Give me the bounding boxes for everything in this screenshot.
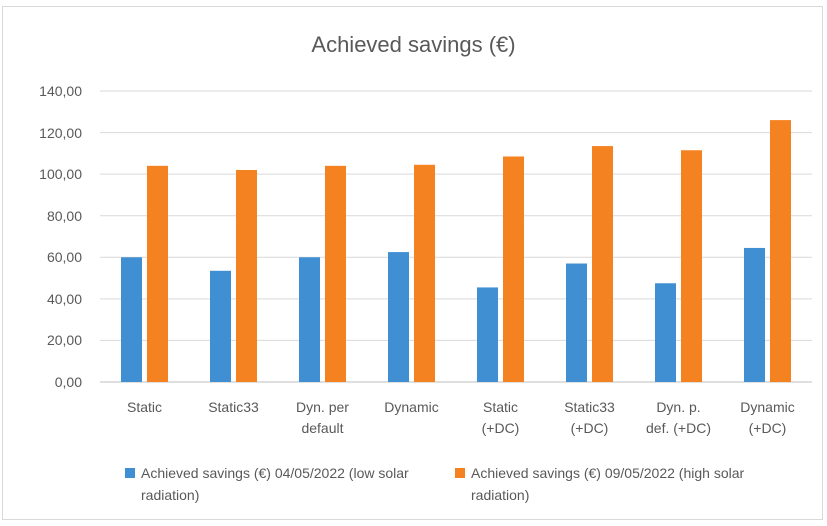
bar bbox=[770, 120, 791, 382]
bar bbox=[414, 164, 435, 382]
legend-item: Achieved savings (€) 04/05/2022 (low sol… bbox=[125, 462, 415, 506]
legend-swatch bbox=[125, 468, 135, 478]
bar bbox=[681, 150, 702, 382]
bar bbox=[236, 169, 257, 382]
y-tick-label: 60,00 bbox=[46, 249, 82, 266]
bar bbox=[655, 283, 676, 382]
legend-item: Achieved savings (€) 09/05/2022 (high so… bbox=[455, 462, 745, 506]
bar bbox=[592, 146, 613, 382]
x-tick-label: Dyn. per default bbox=[296, 399, 349, 436]
x-tick-label: Static (+DC) bbox=[481, 399, 520, 436]
bar bbox=[121, 257, 142, 382]
y-tick-label: 120,00 bbox=[39, 124, 82, 141]
x-tick-label: Dyn. p. def. (+DC) bbox=[646, 399, 711, 436]
chart-border bbox=[2, 6, 823, 520]
x-tick-label: Static33 (+DC) bbox=[564, 399, 615, 436]
bar bbox=[210, 270, 231, 382]
legend-label: Achieved savings (€) 04/05/2022 (low sol… bbox=[141, 465, 409, 503]
y-tick-label: 40,00 bbox=[46, 290, 82, 307]
bar bbox=[147, 165, 168, 382]
bar bbox=[566, 263, 587, 382]
y-tick-label: 0,00 bbox=[54, 374, 82, 390]
chart-title: Achieved savings (€) bbox=[311, 32, 516, 57]
x-tick-label: Dynamic bbox=[384, 399, 439, 415]
bar bbox=[325, 165, 346, 382]
y-tick-label: 100,00 bbox=[39, 166, 82, 183]
y-tick-label: 80,00 bbox=[46, 207, 82, 224]
x-tick-label: Static33 bbox=[208, 399, 259, 415]
legend-swatch bbox=[455, 468, 465, 478]
x-tick-label: Static bbox=[126, 399, 162, 415]
bar bbox=[388, 252, 409, 382]
legend-label: Achieved savings (€) 09/05/2022 (high so… bbox=[471, 465, 745, 503]
bar bbox=[503, 156, 524, 382]
bar bbox=[477, 287, 498, 382]
bar bbox=[744, 247, 765, 382]
bar bbox=[299, 257, 320, 382]
x-tick-label: Dynamic (+DC) bbox=[740, 399, 795, 436]
y-tick-label: 140,00 bbox=[39, 83, 82, 99]
y-tick-label: 20,00 bbox=[46, 332, 82, 349]
